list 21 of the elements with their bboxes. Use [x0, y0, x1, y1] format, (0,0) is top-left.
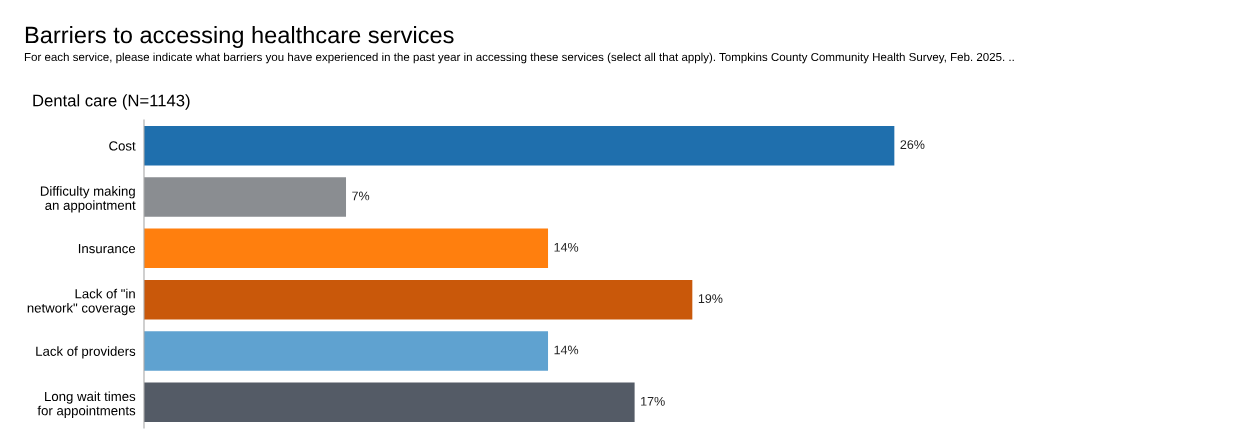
chart-subtitle: For each service, please indicate what barriers you have experienced in the past year in accessing these services (select all that apply). Tompkins County Community Health Survey, Feb. 2025. ..: [24, 52, 1014, 64]
data-label: 17%: [641, 396, 665, 406]
y-tick-label: Insurance: [78, 244, 136, 254]
data-label: 14%: [554, 242, 579, 252]
y-tick-label: Cost: [109, 141, 136, 151]
bar: [144, 331, 549, 371]
text: Dental care (N=1143): [33, 94, 190, 110]
bar: [144, 125, 895, 166]
bar: [144, 177, 347, 217]
bar: [144, 279, 693, 320]
y-tick-label: Difficulty making an appointment: [40, 186, 136, 213]
data-label: 14%: [554, 345, 579, 355]
bar: [144, 382, 635, 423]
y-tick-label: Lack of providers: [36, 346, 136, 359]
data-label: 19%: [698, 294, 723, 304]
chart-title: Barriers to accessing healthcare services: [25, 26, 454, 48]
data-label: 7%: [352, 191, 370, 201]
bar: [144, 228, 549, 269]
data-label: 26%: [900, 140, 925, 150]
y-tick-label: Long wait times for appointments: [37, 391, 136, 418]
y-tick-label: Lack of "in network" coverage: [27, 288, 136, 316]
